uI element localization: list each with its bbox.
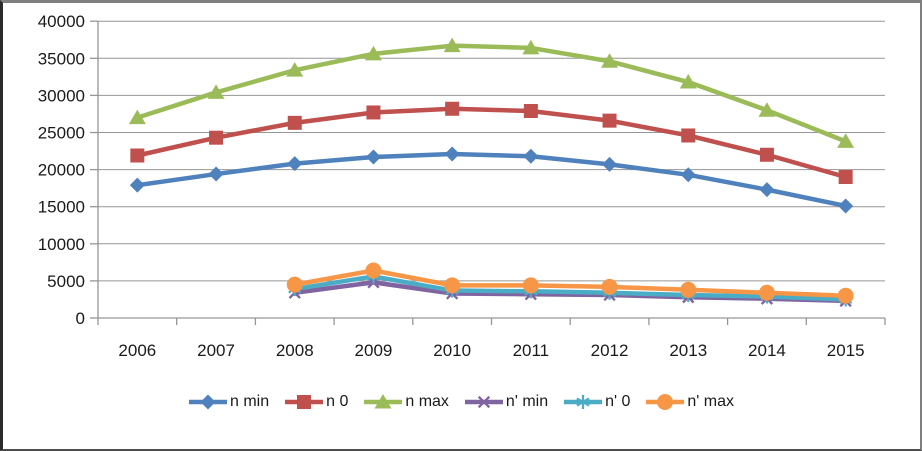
legend-item-n-prime-0: n' 0 (564, 392, 630, 412)
x-tick-label: 2012 (591, 341, 629, 360)
data-point-marker-triangle (601, 53, 619, 68)
legend-marker-x-icon (464, 395, 503, 409)
x-tick-label: 2007 (197, 341, 235, 360)
legend-label: n 0 (326, 393, 349, 410)
x-tick-label: 2010 (433, 341, 471, 360)
series-line-n-min (137, 151, 847, 209)
legend-marker-asterisk-icon (564, 395, 603, 409)
series-n-0 (130, 101, 853, 185)
data-point-marker-diamond (444, 146, 460, 162)
data-point-marker-diamond (208, 166, 224, 182)
data-point-marker-circle (657, 394, 674, 410)
data-point-marker-square (445, 101, 460, 116)
x-tick-label: 2014 (748, 341, 786, 360)
data-point-marker-square (366, 105, 381, 120)
y-tick-label: 30000 (38, 86, 85, 105)
y-tick-label: 40000 (38, 12, 85, 31)
data-point-marker-circle (680, 281, 697, 298)
series-line-n-prime-max (294, 268, 846, 298)
series-n-prime-max (286, 262, 854, 304)
data-point-marker-triangle (207, 84, 225, 99)
chart-plot-area: 0 5000 10000 15000 20000 25000 30000 35000 40000… (38, 12, 886, 360)
data-point-marker-diamond (680, 167, 696, 183)
data-point-marker-triangle (758, 102, 776, 117)
legend-item-n-prime-min: n' min (464, 392, 549, 412)
data-point-marker-square (523, 103, 538, 118)
data-point-marker-diamond (365, 149, 381, 165)
data-point-marker-diamond (759, 182, 775, 198)
x-tick-label: 2015 (827, 341, 865, 360)
data-point-marker-square (602, 113, 617, 128)
data-point-marker-square (297, 395, 312, 409)
data-point-marker-triangle (128, 109, 146, 125)
data-point-marker-triangle (364, 45, 382, 61)
legend-label: n min (229, 393, 270, 410)
data-point-marker-circle (365, 262, 382, 279)
data-point-marker-square (287, 115, 302, 130)
data-point-marker-triangle (837, 133, 855, 148)
legend-marker-diamond-icon (188, 394, 227, 410)
data-point-marker-square (130, 148, 145, 163)
y-tick-label: 5000 (47, 272, 85, 291)
legend-marker-circle-icon (646, 394, 685, 410)
x-tick-label: 2009 (355, 341, 393, 360)
data-point-marker-triangle (374, 394, 392, 409)
series-line-n-prime-0 (294, 274, 846, 302)
legend-label: n max (405, 393, 449, 410)
legend-label: n' min (505, 393, 549, 410)
data-point-marker-circle (601, 278, 618, 295)
data-point-marker-diamond (200, 394, 216, 410)
y-tick-label: 10000 (38, 235, 85, 254)
legend-label: n' max (687, 393, 735, 410)
data-point-marker-asterisk (576, 397, 590, 407)
legend-item-n-prime-max: n' max (646, 392, 734, 412)
legend-marker-triangle-icon (364, 394, 403, 409)
data-point-marker-triangle (286, 62, 304, 77)
legend-item-n-0: n 0 (285, 392, 348, 412)
x-tick-label: 2006 (118, 341, 156, 360)
legend-label: n' 0 (605, 393, 631, 410)
data-point-marker-circle (758, 284, 775, 301)
data-point-marker-circle (522, 277, 539, 294)
data-point-marker-circle (286, 276, 303, 293)
data-point-marker-triangle (522, 39, 540, 55)
data-point-marker-square (759, 147, 774, 162)
x-tick-label: 2013 (669, 341, 707, 360)
y-tick-label: 25000 (38, 124, 85, 143)
data-point-marker-diamond (129, 177, 145, 193)
legend-item-n-max: n max (364, 392, 449, 412)
data-point-marker-square (209, 130, 224, 145)
data-point-marker-triangle (679, 74, 697, 89)
series-line-n-max (136, 43, 847, 144)
data-point-marker-diamond (838, 198, 854, 214)
legend-marker-square-icon (285, 395, 324, 409)
y-tick-label: 20000 (38, 161, 85, 180)
series-n-min (129, 146, 854, 214)
data-point-marker-triangle (443, 37, 461, 53)
data-point-marker-diamond (602, 156, 618, 172)
legend-item-n-min: n min (188, 392, 270, 412)
series-n-max (128, 37, 855, 148)
series-line-n-0 (136, 106, 847, 180)
y-tick-label: 0 (76, 309, 85, 328)
chart-legend: n min n 0 n max n' min n' 0 n' max (3, 392, 920, 412)
y-tick-label: 35000 (38, 49, 85, 68)
data-point-marker-circle (837, 287, 854, 304)
x-tick-label: 2008 (276, 341, 314, 360)
data-point-marker-circle (444, 277, 461, 294)
data-point-marker-square (681, 128, 696, 143)
x-tick-label: 2011 (513, 341, 550, 360)
data-point-marker-square (838, 170, 853, 185)
data-point-marker-x (477, 395, 491, 409)
data-point-marker-diamond (287, 156, 303, 172)
y-tick-label: 15000 (38, 198, 85, 217)
data-point-marker-diamond (523, 148, 539, 164)
